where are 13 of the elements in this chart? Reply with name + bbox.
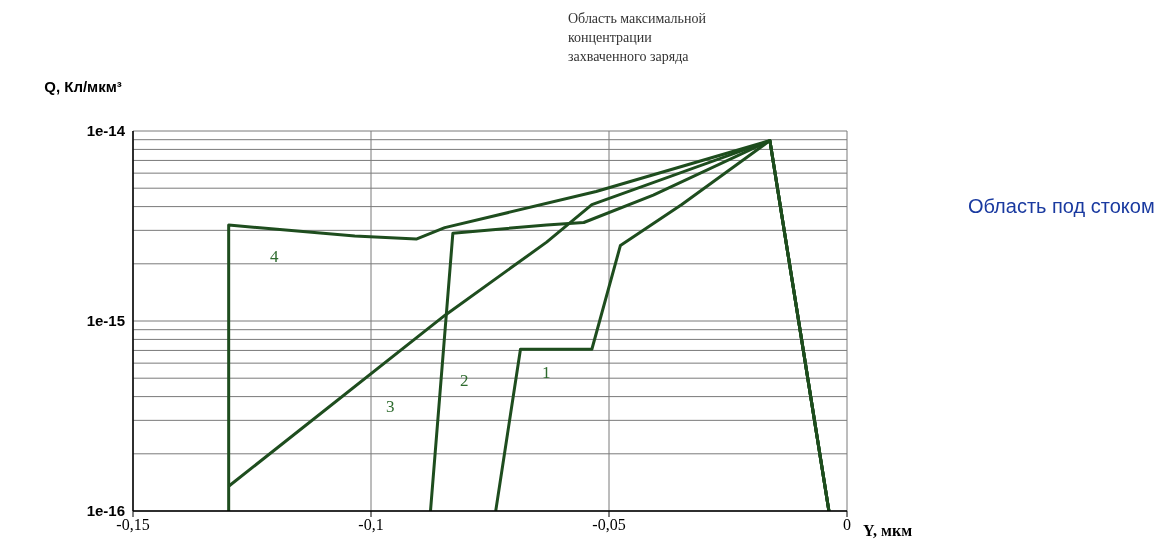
text: Область под стоком [968, 194, 1156, 219]
annotation: 3 [386, 396, 395, 418]
text: Область максимальной концентрации захваченного заряда [568, 10, 707, 66]
x-tick-label: -0,1 [358, 516, 384, 534]
y-axis-title: Q, Кл/мкм³ [43, 78, 123, 95]
y-tick-label: 1e-15 [86, 312, 125, 330]
y-tick-label: 1e-14 [86, 122, 126, 140]
x-tick-label: 0 [843, 516, 851, 534]
annotation: 1 [542, 362, 551, 384]
annotation: 4 [270, 246, 279, 268]
x-axis-title: Y, мкм [863, 522, 913, 540]
annotation: 2 [460, 370, 469, 392]
x-tick-label: -0,05 [592, 516, 626, 534]
